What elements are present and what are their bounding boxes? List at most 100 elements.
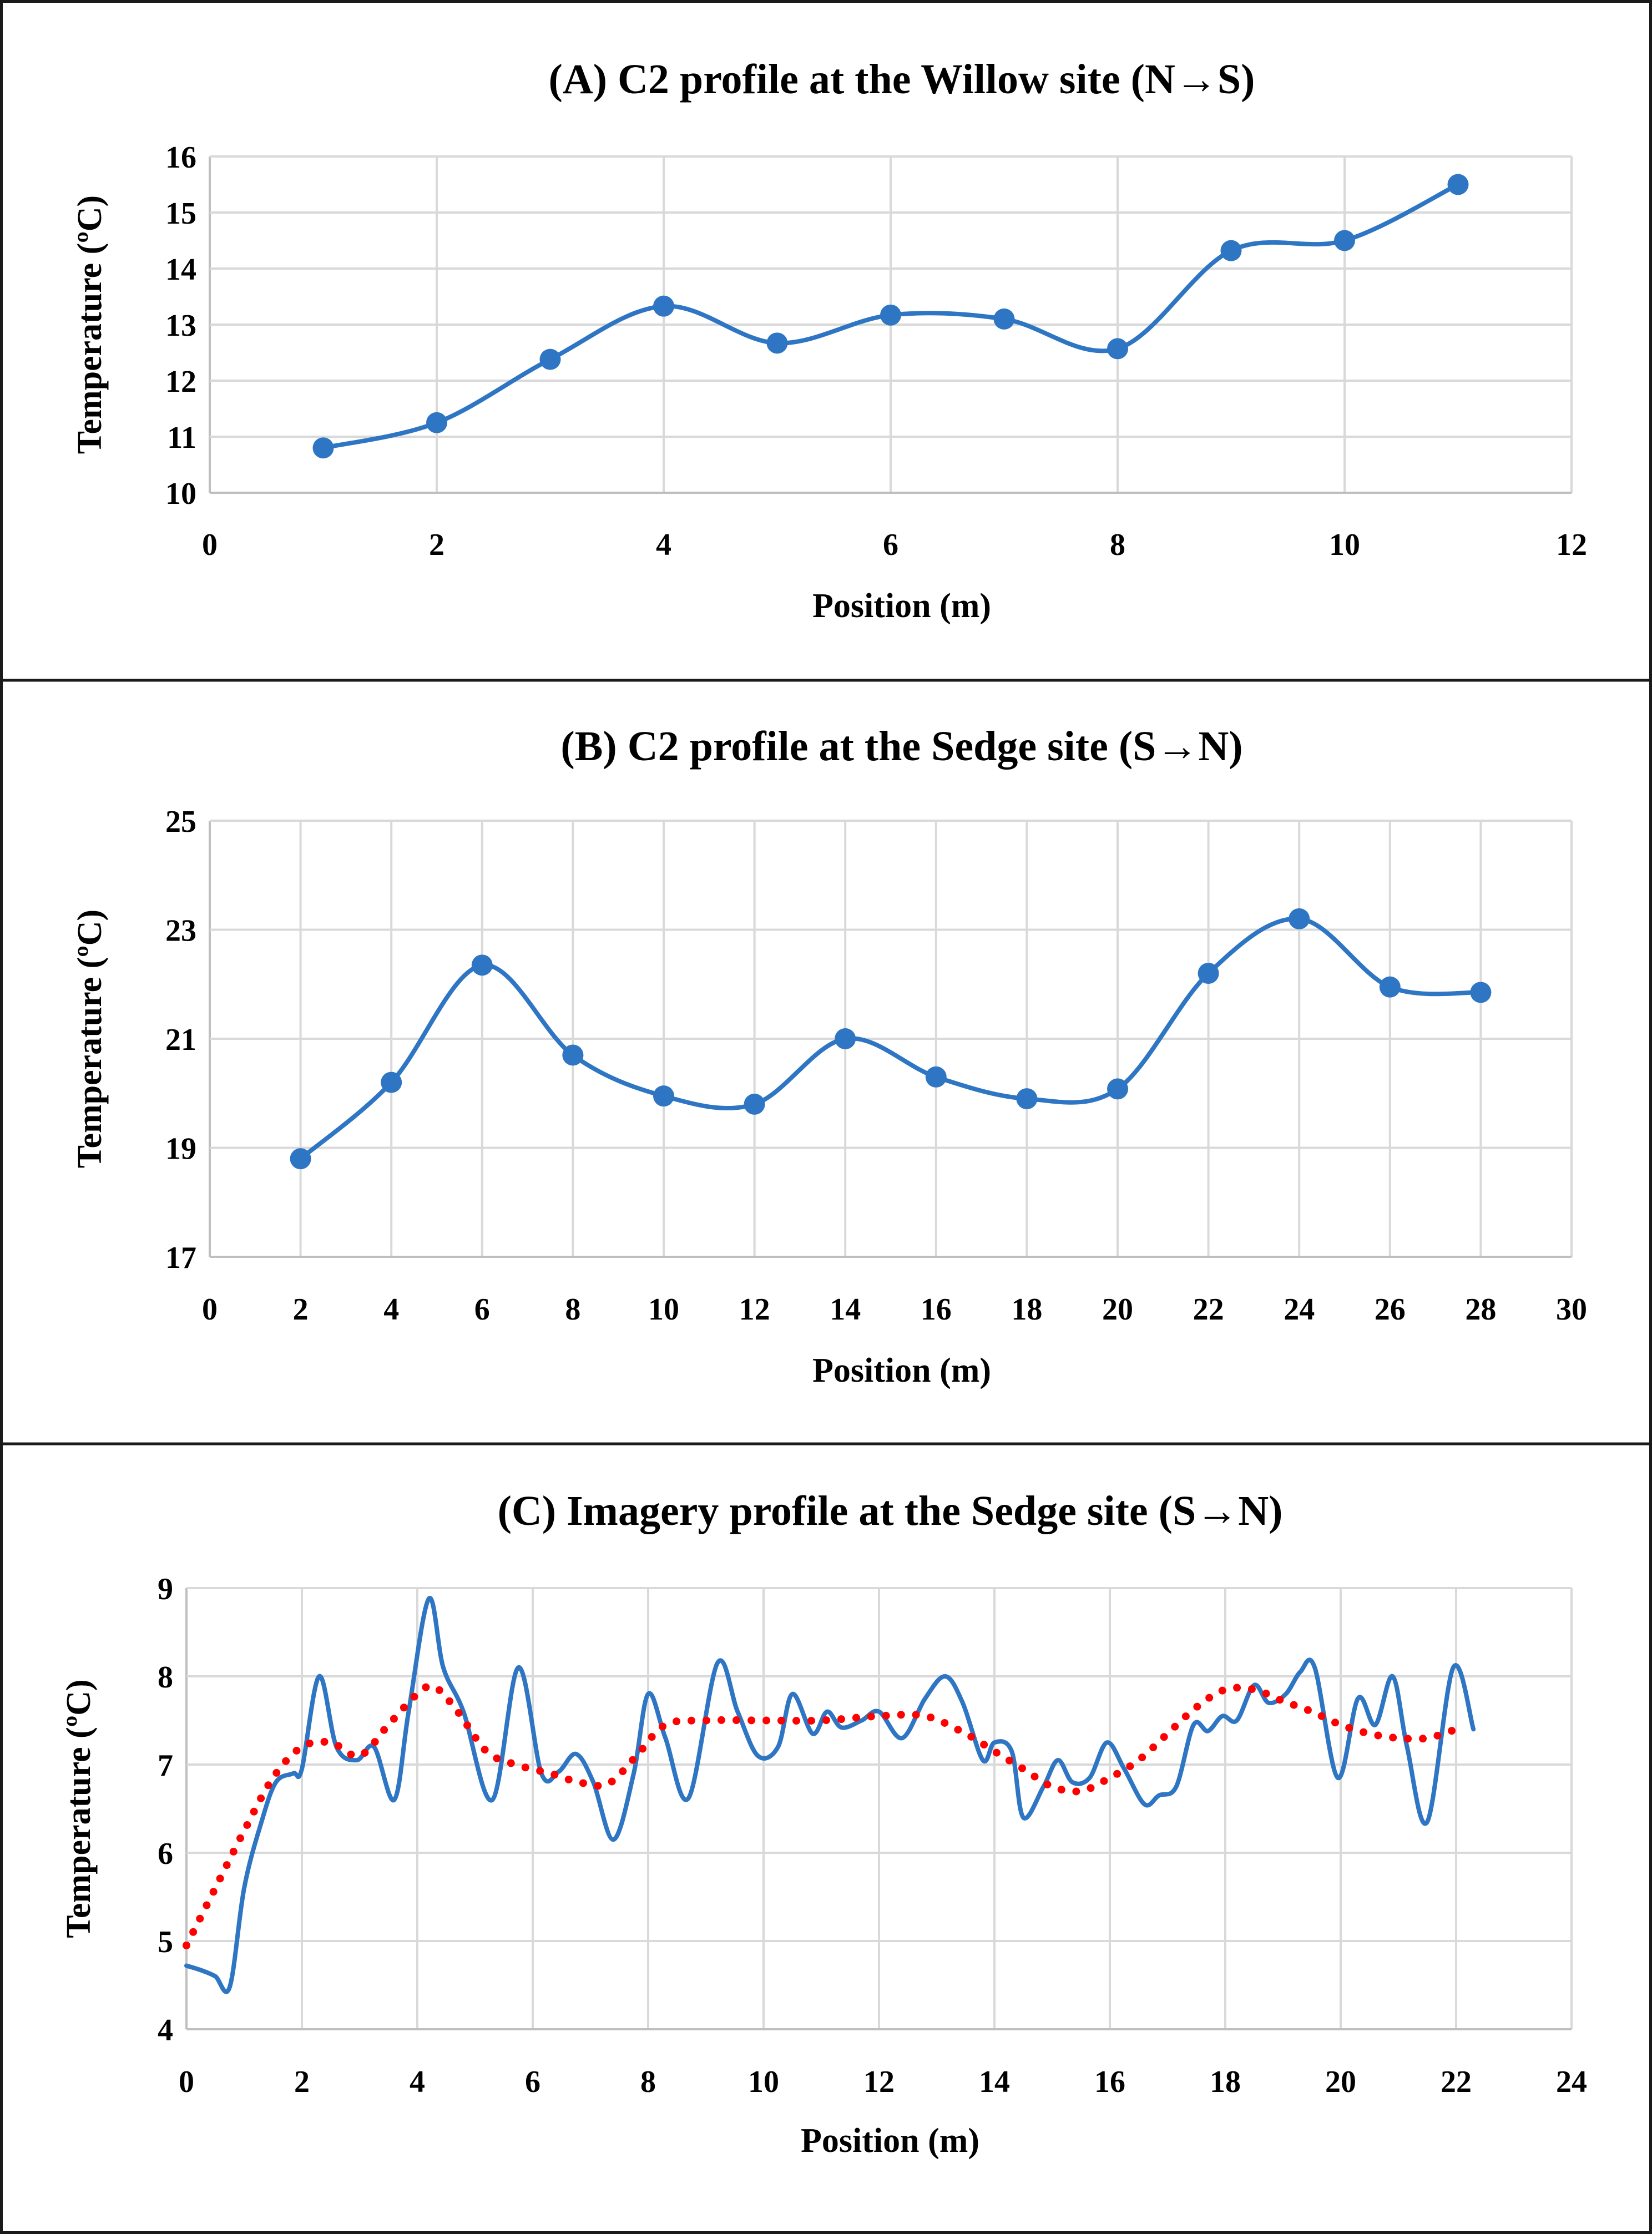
y-tick-label: 16: [165, 140, 196, 175]
data-point: [925, 1066, 947, 1088]
trend-line: [183, 1682, 1460, 1949]
series-c2: [290, 908, 1492, 1170]
x-tick-label: 2: [294, 2065, 310, 2099]
chart-panel-c: (C) Imagery profile at the Sedge site (S…: [60, 1488, 1587, 2160]
x-tick-label: 10: [748, 2065, 779, 2099]
x-tick-label: 0: [202, 528, 218, 562]
x-tick-label: 22: [1441, 2065, 1472, 2099]
y-tick-label: 14: [165, 252, 196, 287]
data-point: [381, 1071, 402, 1093]
chart-title: (C) Imagery profile at the Sedge site (S…: [498, 1488, 1283, 1534]
data-point: [653, 1085, 674, 1107]
x-tick-label: 4: [383, 1292, 399, 1327]
y-tick-label: 21: [165, 1023, 196, 1057]
chart-title: (A) C2 profile at the Willow site (N→S): [549, 56, 1255, 103]
data-point: [653, 295, 674, 317]
x-tick-label: 24: [1284, 1292, 1315, 1327]
x-tick-label: 10: [1329, 528, 1360, 562]
y-tick-label: 9: [158, 1572, 173, 1606]
x-tick-label: 10: [648, 1292, 679, 1327]
y-tick-label: 17: [165, 1241, 196, 1275]
x-axis-title: Position (m): [812, 1352, 991, 1389]
y-tick-label: 10: [165, 477, 196, 511]
x-tick-label: 24: [1556, 2065, 1587, 2099]
x-tick-label: 4: [656, 528, 671, 562]
x-tick-label: 12: [739, 1292, 770, 1327]
series-imagery: [184, 1596, 1476, 1994]
x-tick-label: 16: [1094, 2065, 1125, 2099]
x-axis-title: Position (m): [801, 2122, 979, 2160]
y-tick-label: 25: [165, 805, 196, 839]
x-tick-label: 26: [1375, 1292, 1406, 1327]
data-point: [766, 332, 788, 354]
x-tick-label: 6: [525, 2065, 540, 2099]
x-tick-label: 8: [565, 1292, 580, 1327]
x-tick-label: 0: [202, 1292, 218, 1327]
x-tick-label: 2: [293, 1292, 309, 1327]
data-point: [880, 304, 901, 326]
series-line: [184, 1596, 1476, 1994]
x-tick-label: 0: [179, 2065, 194, 2099]
x-tick-label: 2: [429, 528, 444, 562]
x-tick-label: 16: [921, 1292, 952, 1327]
data-point: [1379, 976, 1401, 998]
data-point: [471, 954, 493, 976]
y-tick-label: 23: [165, 914, 196, 948]
y-axis-title: Temperature (ºC): [60, 1679, 98, 1938]
x-tick-label: 6: [883, 528, 898, 562]
y-tick-label: 11: [167, 421, 196, 455]
data-point: [1016, 1088, 1038, 1110]
x-tick-label: 12: [1556, 528, 1587, 562]
data-point: [1334, 230, 1355, 251]
chart-panel-b: (B) C2 profile at the Sedge site (S→N) 0 2…: [71, 723, 1587, 1389]
data-point: [312, 437, 334, 459]
data-point: [426, 412, 447, 433]
y-tick-label: 5: [158, 1925, 173, 1959]
x-tick-label: 6: [474, 1292, 490, 1327]
data-point: [539, 348, 561, 370]
x-tick-label: 20: [1325, 2065, 1356, 2099]
y-axis-title: Temperature (ºC): [71, 195, 109, 454]
y-tick-label: 4: [158, 2013, 173, 2048]
y-tick-label: 12: [165, 365, 196, 399]
data-point: [1289, 908, 1310, 929]
x-axis-title: Position (m): [812, 587, 991, 625]
y-tick-label: 7: [158, 1748, 173, 1783]
x-tick-label: 22: [1193, 1292, 1224, 1327]
series-trend: [183, 1682, 1460, 1949]
data-point: [1220, 240, 1242, 261]
y-tick-label: 8: [158, 1660, 173, 1695]
y-axis-title: Temperature (ºC): [71, 909, 109, 1168]
y-tick-label: 19: [165, 1132, 196, 1166]
data-point: [1447, 174, 1469, 195]
data-point: [1470, 982, 1492, 1003]
chart-panel-a: (A) C2 profile at the Willow site (N→S) 0…: [71, 56, 1587, 625]
x-tick-label: 14: [979, 2065, 1010, 2099]
gridlines: [185, 1587, 1573, 2030]
x-tick-label: 4: [410, 2065, 425, 2099]
data-point: [1198, 963, 1219, 984]
chart-title: (B) C2 profile at the Sedge site (S→N): [560, 723, 1242, 770]
data-point: [993, 308, 1015, 330]
data-point: [1107, 1078, 1128, 1100]
data-point: [744, 1093, 765, 1115]
gridlines: [209, 820, 1573, 1258]
data-point: [835, 1028, 856, 1049]
data-point: [290, 1148, 311, 1170]
x-tick-label: 28: [1465, 1292, 1496, 1327]
y-tick-label: 13: [165, 309, 196, 343]
x-tick-label: 14: [830, 1292, 861, 1327]
series-c2: [312, 174, 1469, 459]
x-tick-label: 8: [1110, 528, 1125, 562]
x-tick-label: 8: [640, 2065, 656, 2099]
y-tick-label: 15: [165, 196, 196, 231]
data-point: [562, 1044, 584, 1066]
x-tick-label: 18: [1210, 2065, 1241, 2099]
x-tick-label: 12: [863, 2065, 895, 2099]
data-point: [1107, 338, 1128, 360]
x-tick-label: 30: [1556, 1292, 1587, 1327]
x-tick-label: 18: [1011, 1292, 1042, 1327]
x-tick-label: 20: [1102, 1292, 1133, 1327]
